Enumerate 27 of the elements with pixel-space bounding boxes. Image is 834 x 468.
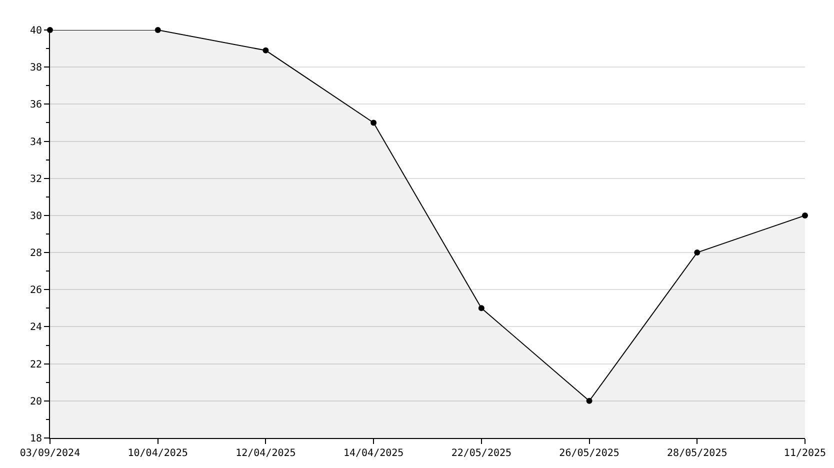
- x-tick-label: 26/05/2025: [559, 448, 620, 459]
- x-tick-label: 22/05/2025: [451, 448, 512, 459]
- y-tick-label: 24: [30, 322, 42, 334]
- y-tick-label: 34: [30, 136, 42, 148]
- x-tick-label: 14/04/2025: [343, 448, 404, 459]
- y-tick-label: 36: [30, 100, 42, 111]
- y-tick-label: 28: [30, 248, 42, 260]
- y-tick-label: 38: [30, 62, 42, 74]
- y-tick-label: 18: [30, 434, 42, 444]
- point: [802, 212, 808, 218]
- x-tick-label: 11/2025: [784, 448, 826, 459]
- point: [694, 250, 700, 256]
- point: [370, 120, 377, 126]
- x-tick-label: 12/04/2025: [236, 448, 296, 459]
- y-tick-label: 32: [30, 174, 42, 185]
- y-tick-label: 30: [30, 210, 42, 222]
- y-tick-label: 40: [30, 26, 42, 36]
- x-tick-label: 03/09/2024: [20, 448, 80, 459]
- point: [586, 398, 592, 404]
- point: [478, 305, 484, 312]
- y-tick-label: 22: [30, 359, 42, 370]
- x-tick-label: 10/04/2025: [128, 448, 188, 459]
- point: [154, 27, 161, 33]
- x-tick-label: 28/05/2025: [667, 448, 728, 459]
- y-tick-label: 20: [30, 396, 42, 408]
- y-tick-label: 26: [30, 285, 42, 296]
- point: [262, 47, 269, 54]
